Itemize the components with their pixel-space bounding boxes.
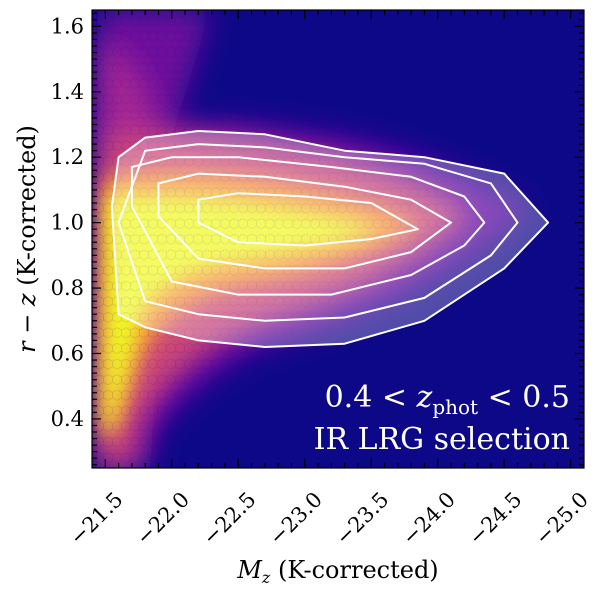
x-axis-title: Mz (K-corrected): [236, 556, 438, 587]
y-axis-title-symbol: r − z: [13, 293, 41, 353]
x-tick-label: −24.0: [398, 487, 460, 549]
x-tick-label: −23.0: [265, 487, 327, 549]
y-axis-title: r − z (K-corrected): [13, 125, 41, 353]
y-tick-label: 0.6: [51, 342, 84, 366]
x-tick-label: −25.0: [531, 487, 593, 549]
y-tick-label: 0.4: [51, 407, 84, 431]
axis-ticks: [92, 10, 584, 468]
x-tick-label: −23.5: [331, 487, 393, 549]
y-tick-labels: 0.4 0.6 0.8 1.0 1.2 1.4 1.6: [51, 14, 84, 431]
contour-lines: [110, 130, 550, 348]
annotation-redshift-range: 0.4 < zphot < 0.5: [325, 380, 570, 419]
annotation-variable: z: [416, 380, 433, 415]
contour-level-1: [110, 130, 550, 348]
y-tick-label: 1.4: [51, 80, 84, 104]
x-tick-labels: −21.5 −22.0 −22.5 −23.0 −23.5 −24.0 −24.5 −25.0: [65, 487, 593, 549]
y-tick-label: 1.6: [51, 14, 84, 38]
contour-level-4: [157, 172, 452, 270]
density-heatmap: [92, 10, 584, 468]
y-tick-label: 0.8: [51, 276, 84, 300]
contour-level-3: [130, 156, 486, 296]
plot-frame: [91, 9, 585, 469]
annotation-subscript: phot: [432, 395, 478, 419]
x-axis-title-subscript: z: [261, 568, 271, 587]
x-axis-title-symbol: M: [236, 556, 263, 584]
annotation-selection-label: IR LRG selection: [314, 422, 570, 457]
x-axis-title-text: (K-corrected): [270, 556, 438, 584]
annotation-part-a: 0.4 <: [325, 380, 417, 415]
y-tick-label: 1.2: [51, 145, 84, 169]
y-tick-label: 1.0: [51, 211, 84, 235]
x-tick-label: −21.5: [65, 487, 127, 549]
hexbin-texture: [92, 10, 584, 468]
contour-level-2: [117, 143, 519, 322]
contour-level-5: [197, 192, 419, 247]
y-axis-title-text: (K-corrected): [13, 125, 41, 293]
x-tick-label: −22.5: [198, 487, 260, 549]
annotation-part-b: < 0.5: [478, 380, 570, 415]
x-tick-label: −22.0: [132, 487, 194, 549]
x-tick-label: −24.5: [464, 487, 526, 549]
